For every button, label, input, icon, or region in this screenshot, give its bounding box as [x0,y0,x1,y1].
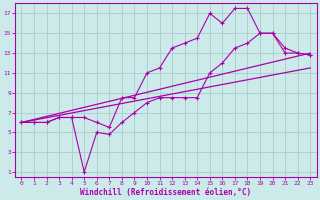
X-axis label: Windchill (Refroidissement éolien,°C): Windchill (Refroidissement éolien,°C) [80,188,252,197]
